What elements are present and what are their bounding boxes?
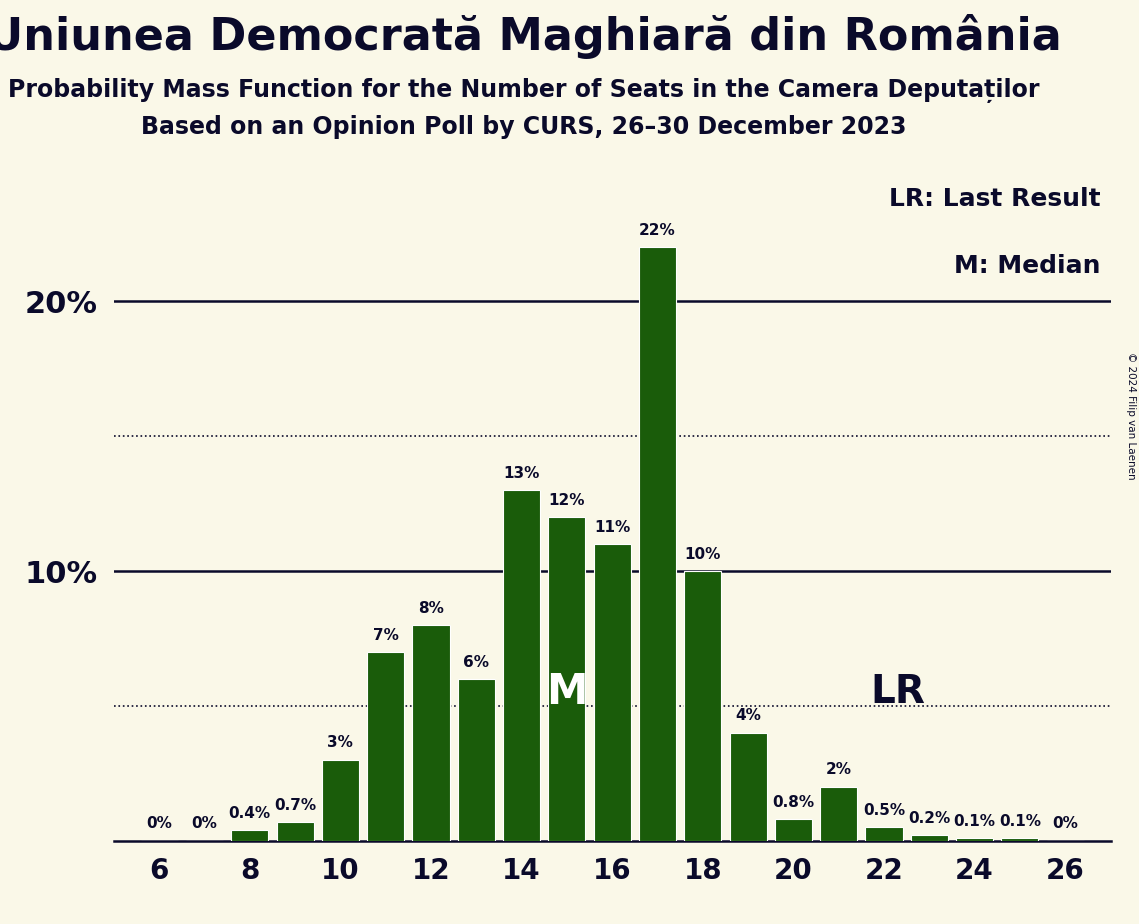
Bar — [367, 652, 404, 841]
Text: 0.1%: 0.1% — [999, 814, 1041, 829]
Text: 13%: 13% — [503, 466, 540, 480]
Bar — [685, 571, 721, 841]
Text: 0.5%: 0.5% — [863, 803, 906, 818]
Bar — [956, 838, 993, 841]
Text: 0%: 0% — [1052, 817, 1079, 832]
Bar — [458, 679, 494, 841]
Text: 0%: 0% — [146, 817, 172, 832]
Text: 0.7%: 0.7% — [274, 797, 317, 812]
Bar — [775, 820, 812, 841]
Bar — [322, 760, 359, 841]
Text: M: M — [547, 672, 588, 713]
Bar — [593, 544, 631, 841]
Text: 4%: 4% — [735, 709, 761, 723]
Text: 2%: 2% — [826, 762, 852, 777]
Text: 0.2%: 0.2% — [908, 811, 950, 826]
Text: Probability Mass Function for the Number of Seats in the Camera Deputaților: Probability Mass Function for the Number… — [8, 78, 1040, 103]
Text: 12%: 12% — [549, 492, 585, 507]
Bar — [866, 827, 902, 841]
Bar — [1001, 838, 1039, 841]
Text: 8%: 8% — [418, 601, 444, 615]
Text: 0%: 0% — [191, 817, 218, 832]
Bar — [548, 517, 585, 841]
Text: 6%: 6% — [464, 654, 490, 670]
Text: 0.4%: 0.4% — [229, 806, 271, 821]
Text: LR: Last Result: LR: Last Result — [888, 187, 1100, 211]
Text: 0.8%: 0.8% — [772, 795, 814, 809]
Text: Uniunea Democrată Maghiară din România: Uniunea Democrată Maghiară din România — [0, 14, 1062, 59]
Bar — [277, 822, 313, 841]
Bar — [231, 830, 269, 841]
Text: LR: LR — [870, 674, 925, 711]
Text: 11%: 11% — [595, 519, 630, 535]
Text: M: Median: M: Median — [954, 254, 1100, 278]
Bar — [412, 625, 450, 841]
Text: 0.1%: 0.1% — [953, 814, 995, 829]
Text: 7%: 7% — [372, 627, 399, 642]
Bar — [820, 787, 858, 841]
Bar — [730, 733, 767, 841]
Bar — [503, 490, 540, 841]
Text: Based on an Opinion Poll by CURS, 26–30 December 2023: Based on an Opinion Poll by CURS, 26–30 … — [141, 115, 907, 139]
Text: 22%: 22% — [639, 223, 675, 237]
Bar — [911, 835, 948, 841]
Text: © 2024 Filip van Laenen: © 2024 Filip van Laenen — [1126, 352, 1136, 480]
Text: 3%: 3% — [328, 736, 353, 750]
Bar — [639, 248, 677, 841]
Text: 10%: 10% — [685, 547, 721, 562]
